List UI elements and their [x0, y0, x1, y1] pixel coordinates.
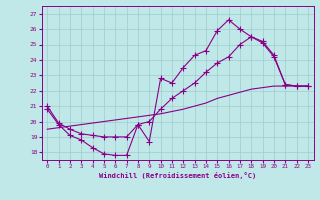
- X-axis label: Windchill (Refroidissement éolien,°C): Windchill (Refroidissement éolien,°C): [99, 172, 256, 179]
